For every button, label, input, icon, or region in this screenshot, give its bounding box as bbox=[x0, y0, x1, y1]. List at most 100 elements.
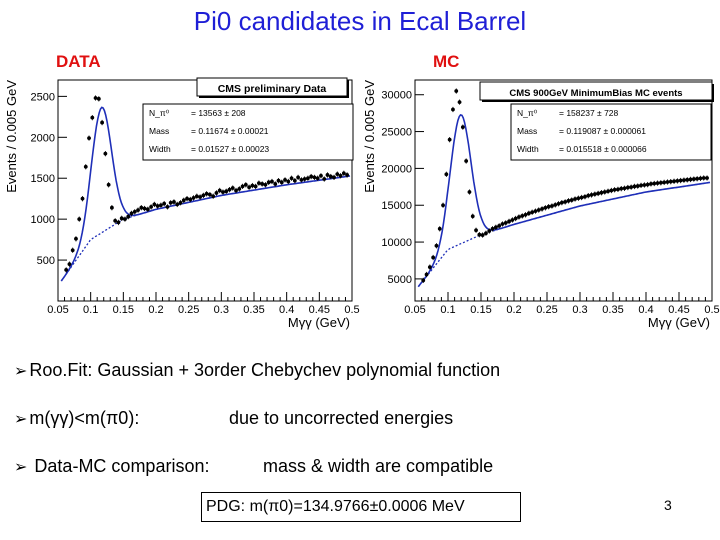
data-point bbox=[434, 243, 439, 248]
data-point bbox=[152, 202, 157, 207]
data-point bbox=[253, 184, 258, 189]
bullet-comparison-left: Data-MC comparison: bbox=[34, 456, 210, 476]
stats-label: Mass bbox=[149, 126, 169, 136]
data-point bbox=[322, 177, 327, 181]
data-point bbox=[234, 188, 238, 193]
data-point bbox=[437, 226, 442, 231]
data-point bbox=[441, 203, 445, 208]
x-tick-label: 0.4 bbox=[279, 304, 294, 316]
y-tick-label: 25000 bbox=[381, 127, 412, 139]
y-tick-label: 1000 bbox=[31, 214, 55, 226]
data-point bbox=[685, 177, 690, 182]
data-point bbox=[493, 225, 498, 230]
data-point bbox=[642, 183, 647, 187]
data-point bbox=[341, 171, 346, 176]
x-tick-label: 0.35 bbox=[602, 304, 623, 316]
data-point bbox=[639, 183, 643, 188]
data-point bbox=[602, 190, 607, 194]
stats-value: = 0.015518 ± 0.000066 bbox=[559, 144, 647, 154]
stats-value: = 158237 ± 728 bbox=[559, 108, 619, 118]
data-point bbox=[470, 214, 475, 219]
x-tick-label: 0.5 bbox=[344, 304, 359, 316]
stats-label: Width bbox=[149, 144, 171, 154]
data-point bbox=[243, 182, 248, 187]
data-point bbox=[74, 236, 78, 241]
data-point bbox=[688, 177, 693, 182]
data-point bbox=[490, 226, 495, 231]
data-point bbox=[536, 208, 541, 212]
data-point bbox=[649, 181, 653, 186]
data-point bbox=[162, 201, 167, 206]
data-point bbox=[149, 204, 154, 209]
data-point bbox=[701, 176, 706, 180]
data-point bbox=[592, 192, 597, 197]
data-point bbox=[103, 151, 108, 156]
data-point bbox=[586, 193, 591, 198]
data-point bbox=[520, 214, 525, 218]
chart-title: CMS preliminary Data bbox=[218, 83, 327, 95]
x-tick-label: 0.1 bbox=[83, 304, 98, 316]
data-point bbox=[221, 190, 225, 195]
stats-value: = 0.11674 ± 0.00021 bbox=[191, 126, 269, 136]
data-point bbox=[136, 208, 140, 213]
data-point bbox=[70, 248, 75, 253]
data-point bbox=[487, 229, 492, 233]
page-number: 3 bbox=[664, 497, 672, 513]
data-point bbox=[93, 96, 98, 100]
data-point bbox=[421, 278, 426, 283]
data-point bbox=[447, 137, 452, 142]
x-tick-label: 0.2 bbox=[148, 304, 163, 316]
data-point bbox=[444, 172, 449, 177]
data-point bbox=[629, 185, 634, 190]
x-tick-label: 0.15 bbox=[113, 304, 134, 316]
data-point bbox=[424, 272, 429, 277]
data-point bbox=[139, 205, 144, 210]
data-point bbox=[573, 197, 577, 201]
data-point bbox=[596, 191, 601, 196]
data-point bbox=[296, 175, 300, 180]
data-point bbox=[457, 100, 462, 104]
pdg-reference-box: PDG: m(π0)=134.9766±0.0006 MeV bbox=[201, 492, 521, 522]
data-point bbox=[451, 107, 455, 112]
data-point bbox=[289, 176, 294, 181]
data-point bbox=[276, 178, 281, 183]
y-axis-label: Events / 0.005 GeV bbox=[362, 80, 377, 193]
y-tick-label: 20000 bbox=[381, 163, 412, 175]
x-tick-label: 0.5 bbox=[704, 304, 719, 316]
data-point bbox=[576, 196, 581, 201]
data-point bbox=[165, 204, 170, 209]
data-point bbox=[87, 136, 91, 141]
data-point bbox=[188, 197, 193, 202]
data-point bbox=[662, 180, 667, 185]
data-point bbox=[427, 265, 432, 270]
data-point bbox=[526, 211, 531, 216]
data-point bbox=[266, 180, 271, 185]
data-point bbox=[454, 89, 459, 93]
data-point bbox=[675, 179, 680, 183]
data-point bbox=[110, 205, 114, 210]
data-point bbox=[306, 176, 310, 181]
data-point bbox=[691, 177, 696, 181]
stats-label: Mass bbox=[517, 126, 537, 136]
data-point bbox=[655, 181, 660, 186]
data-panel-label: DATA bbox=[56, 52, 101, 71]
data-point bbox=[345, 173, 349, 177]
data-point bbox=[622, 186, 627, 191]
data-point bbox=[319, 173, 323, 178]
data-point bbox=[530, 210, 535, 215]
data-point bbox=[474, 228, 478, 233]
data-point bbox=[652, 181, 657, 186]
y-tick-label: 15000 bbox=[381, 200, 412, 212]
data-point bbox=[224, 189, 229, 194]
x-axis-label: Mγγ (GeV) bbox=[288, 315, 350, 330]
data-point bbox=[513, 216, 518, 221]
data-point bbox=[517, 215, 521, 219]
x-tick-label: 0.45 bbox=[668, 304, 689, 316]
data-point bbox=[90, 115, 95, 120]
x-tick-label: 0.35 bbox=[243, 304, 264, 316]
total-fit-curve bbox=[60, 106, 351, 282]
data-point bbox=[467, 190, 472, 194]
data-point bbox=[589, 193, 594, 197]
bullet-comparison-result: mass & width are compatible bbox=[263, 456, 494, 476]
data-point bbox=[606, 189, 610, 194]
